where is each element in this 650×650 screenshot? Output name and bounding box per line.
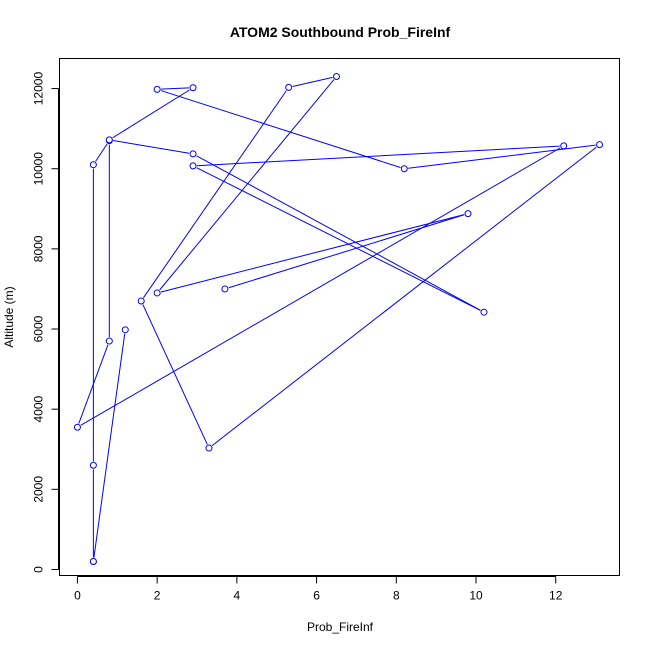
- series-segment: [93, 333, 126, 558]
- series-segment: [80, 147, 561, 426]
- data-point: [560, 142, 568, 150]
- y-tick-label: 12000: [32, 72, 46, 106]
- series-segment: [113, 140, 190, 154]
- x-axis: 0 2 4 6 8 10 12: [74, 576, 563, 603]
- data-point: [89, 557, 97, 565]
- data-point: [153, 289, 161, 297]
- series-segment: [161, 87, 190, 90]
- data-point: [73, 423, 81, 431]
- x-tick-label: 6: [313, 589, 320, 603]
- data-point: [596, 141, 604, 149]
- series-segment: [95, 143, 108, 162]
- series-segment: [196, 167, 481, 311]
- data-point: [333, 73, 341, 81]
- data-point: [189, 162, 197, 170]
- data-point: [221, 285, 229, 293]
- data-point: [89, 161, 97, 169]
- y-axis-label: Altitude (m): [2, 286, 16, 347]
- series-segment: [112, 89, 190, 139]
- y-tick-label: 6000: [32, 315, 46, 342]
- x-tick-label: 0: [74, 589, 81, 603]
- series-segment: [196, 155, 481, 311]
- series-segment: [292, 76, 333, 87]
- data-point: [189, 84, 197, 92]
- data-point: [121, 326, 129, 334]
- data-point: [285, 83, 293, 91]
- chart-title: ATOM2 Southbound Prob_FireInf: [230, 24, 451, 40]
- x-tick-label: 2: [154, 589, 161, 603]
- y-axis: 0 2000 4000 6000 8000 10000 12000: [32, 72, 59, 573]
- x-tick-label: 4: [234, 589, 241, 603]
- data-point: [205, 444, 213, 452]
- data-point: [189, 150, 197, 158]
- x-axis-label: Prob_FireInf: [307, 620, 374, 634]
- series-segment: [211, 146, 597, 446]
- series-segment: [228, 214, 465, 289]
- data-point: [480, 308, 488, 316]
- y-tick-label: 10000: [32, 152, 46, 186]
- x-tick-label: 8: [393, 589, 400, 603]
- data-point: [105, 337, 113, 345]
- x-tick-label: 12: [549, 589, 563, 603]
- series-segment: [160, 90, 401, 168]
- data-point: [400, 165, 408, 173]
- series-segment: [196, 145, 560, 167]
- series-layer: [78, 76, 597, 558]
- y-tick-label: 4000: [32, 396, 46, 423]
- series-segment: [142, 304, 208, 445]
- x-tick-label: 10: [469, 589, 483, 603]
- series-segment: [159, 79, 335, 291]
- y-tick-label: 0: [32, 566, 46, 573]
- points-layer: [73, 73, 604, 565]
- series-segment: [143, 90, 287, 298]
- data-point: [105, 136, 113, 144]
- y-tick-label: 8000: [32, 235, 46, 262]
- y-tick-label: 2000: [32, 476, 46, 503]
- series-segment: [160, 214, 465, 293]
- data-point: [137, 297, 145, 305]
- data-point: [464, 210, 472, 218]
- series-segment: [78, 344, 109, 424]
- data-point: [153, 85, 161, 93]
- data-point: [89, 461, 97, 469]
- plot-area: [59, 58, 620, 576]
- series-segment: [408, 144, 596, 169]
